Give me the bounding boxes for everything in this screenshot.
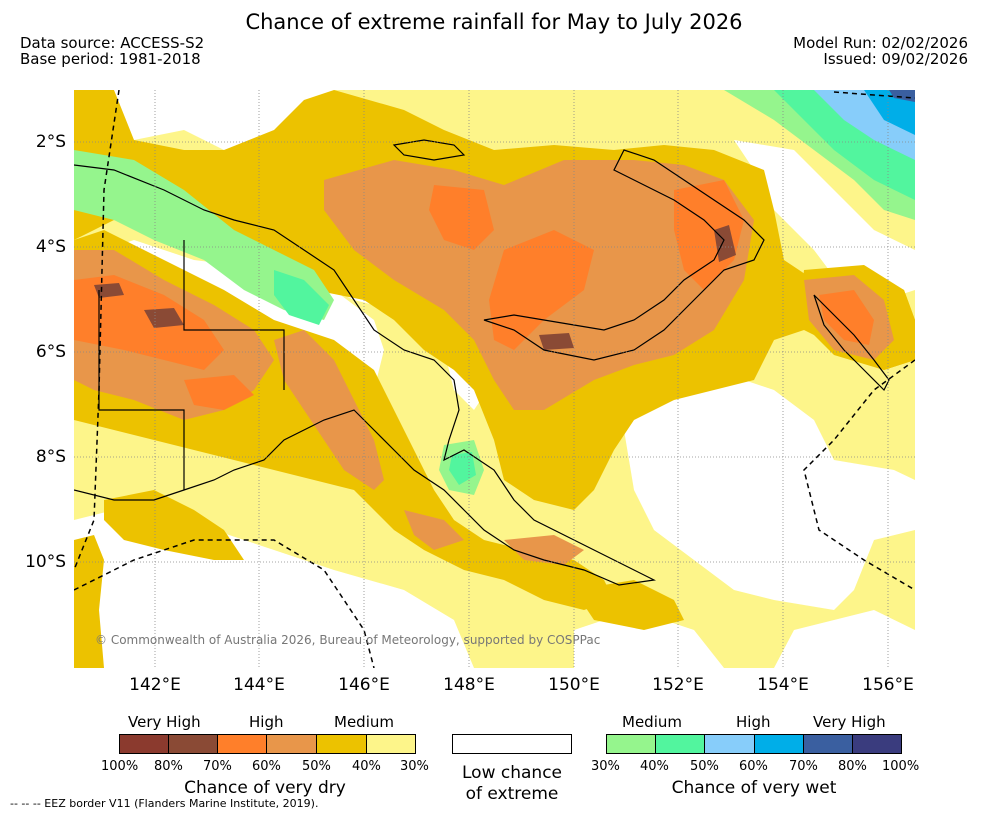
base-period: Base period: 1981-2018: [20, 50, 201, 68]
wet-legend-high: High: [736, 713, 771, 731]
eez-footer: -- -- -- EEZ border V11 (Flanders Marine…: [10, 797, 319, 810]
low-chance-swatch: [452, 734, 572, 754]
issued-date: Issued: 09/02/2026: [823, 50, 968, 68]
dry-legend-caption: Chance of very dry: [184, 778, 346, 798]
wet-legend-medium: Medium: [622, 713, 682, 731]
dry-extreme-areas: [94, 225, 736, 350]
dry-tick: 60%: [252, 759, 281, 774]
dry-swatch: [168, 734, 218, 754]
dry-legend-very-high: Very High: [128, 713, 201, 731]
wet-tick: 80%: [838, 759, 867, 774]
wet-tick: 50%: [690, 759, 719, 774]
lat-label-6s: 6°S: [35, 342, 66, 362]
dry-swatch: [266, 734, 317, 754]
lon-label-152e: 152°E: [652, 675, 704, 695]
lon-label-156e: 156°E: [862, 675, 914, 695]
wet-tick: 30%: [591, 759, 620, 774]
low-chance-line2: of extreme: [465, 784, 559, 804]
wet-tick: 100%: [882, 759, 920, 774]
data-source: Data source: ACCESS-S2: [20, 34, 205, 52]
dry-tick: 100%: [101, 759, 139, 774]
copyright-notice: © Commonwealth of Australia 2026, Bureau…: [95, 633, 601, 647]
dry-tick: 50%: [302, 759, 331, 774]
wet-swatch: [704, 734, 755, 754]
dry-veryhigh-areas: [74, 180, 874, 410]
dry-tick: 80%: [154, 759, 183, 774]
dry-swatch: [366, 734, 416, 754]
dry-legend-medium: Medium: [334, 713, 394, 731]
lon-label-146e: 146°E: [338, 675, 390, 695]
map-title: Chance of extreme rainfall for May to Ju…: [245, 10, 743, 34]
wet-swatch: [852, 734, 902, 754]
lat-label-2s: 2°S: [35, 132, 66, 152]
wet-swatch: [803, 734, 853, 754]
meta-right: Model Run: 02/02/2026 Issued: 09/02/2026: [793, 35, 968, 67]
dry-swatch: [217, 734, 267, 754]
wet-tick: 40%: [640, 759, 669, 774]
wet-tick: 60%: [739, 759, 768, 774]
wet-areas: [74, 90, 915, 495]
dry-tick: 70%: [203, 759, 232, 774]
wet-legend-caption: Chance of very wet: [671, 778, 837, 798]
dry-tick: 30%: [400, 759, 429, 774]
lon-label-142e: 142°E: [129, 675, 181, 695]
dry-legend-high: High: [249, 713, 284, 731]
wet-tick: 70%: [789, 759, 818, 774]
dry-swatch: [119, 734, 169, 754]
lat-label-8s: 8°S: [35, 447, 66, 467]
lon-label-144e: 144°E: [233, 675, 285, 695]
lon-label-154e: 154°E: [757, 675, 809, 695]
wet-swatch: [655, 734, 705, 754]
coastlines: [74, 139, 890, 586]
meta-left: Data source: ACCESS-S2 Base period: 1981…: [20, 35, 204, 67]
gridlines: [74, 90, 915, 668]
lat-label-10s: 10°S: [25, 552, 66, 572]
dry-swatch: [316, 734, 367, 754]
low-chance-line1: Low chance: [462, 763, 562, 783]
lon-label-148e: 148°E: [443, 675, 495, 695]
rainfall-map: [74, 90, 915, 668]
lat-label-4s: 4°S: [35, 237, 66, 257]
dry-tick: 40%: [352, 759, 381, 774]
low-chance-caption: Low chance of extreme: [432, 763, 592, 805]
wet-swatch: [606, 734, 656, 754]
lon-label-150e: 150°E: [548, 675, 600, 695]
wet-legend-very-high: Very High: [813, 713, 886, 731]
wet-swatch: [754, 734, 804, 754]
model-run: Model Run: 02/02/2026: [793, 34, 968, 52]
eez-borders: [74, 90, 915, 668]
